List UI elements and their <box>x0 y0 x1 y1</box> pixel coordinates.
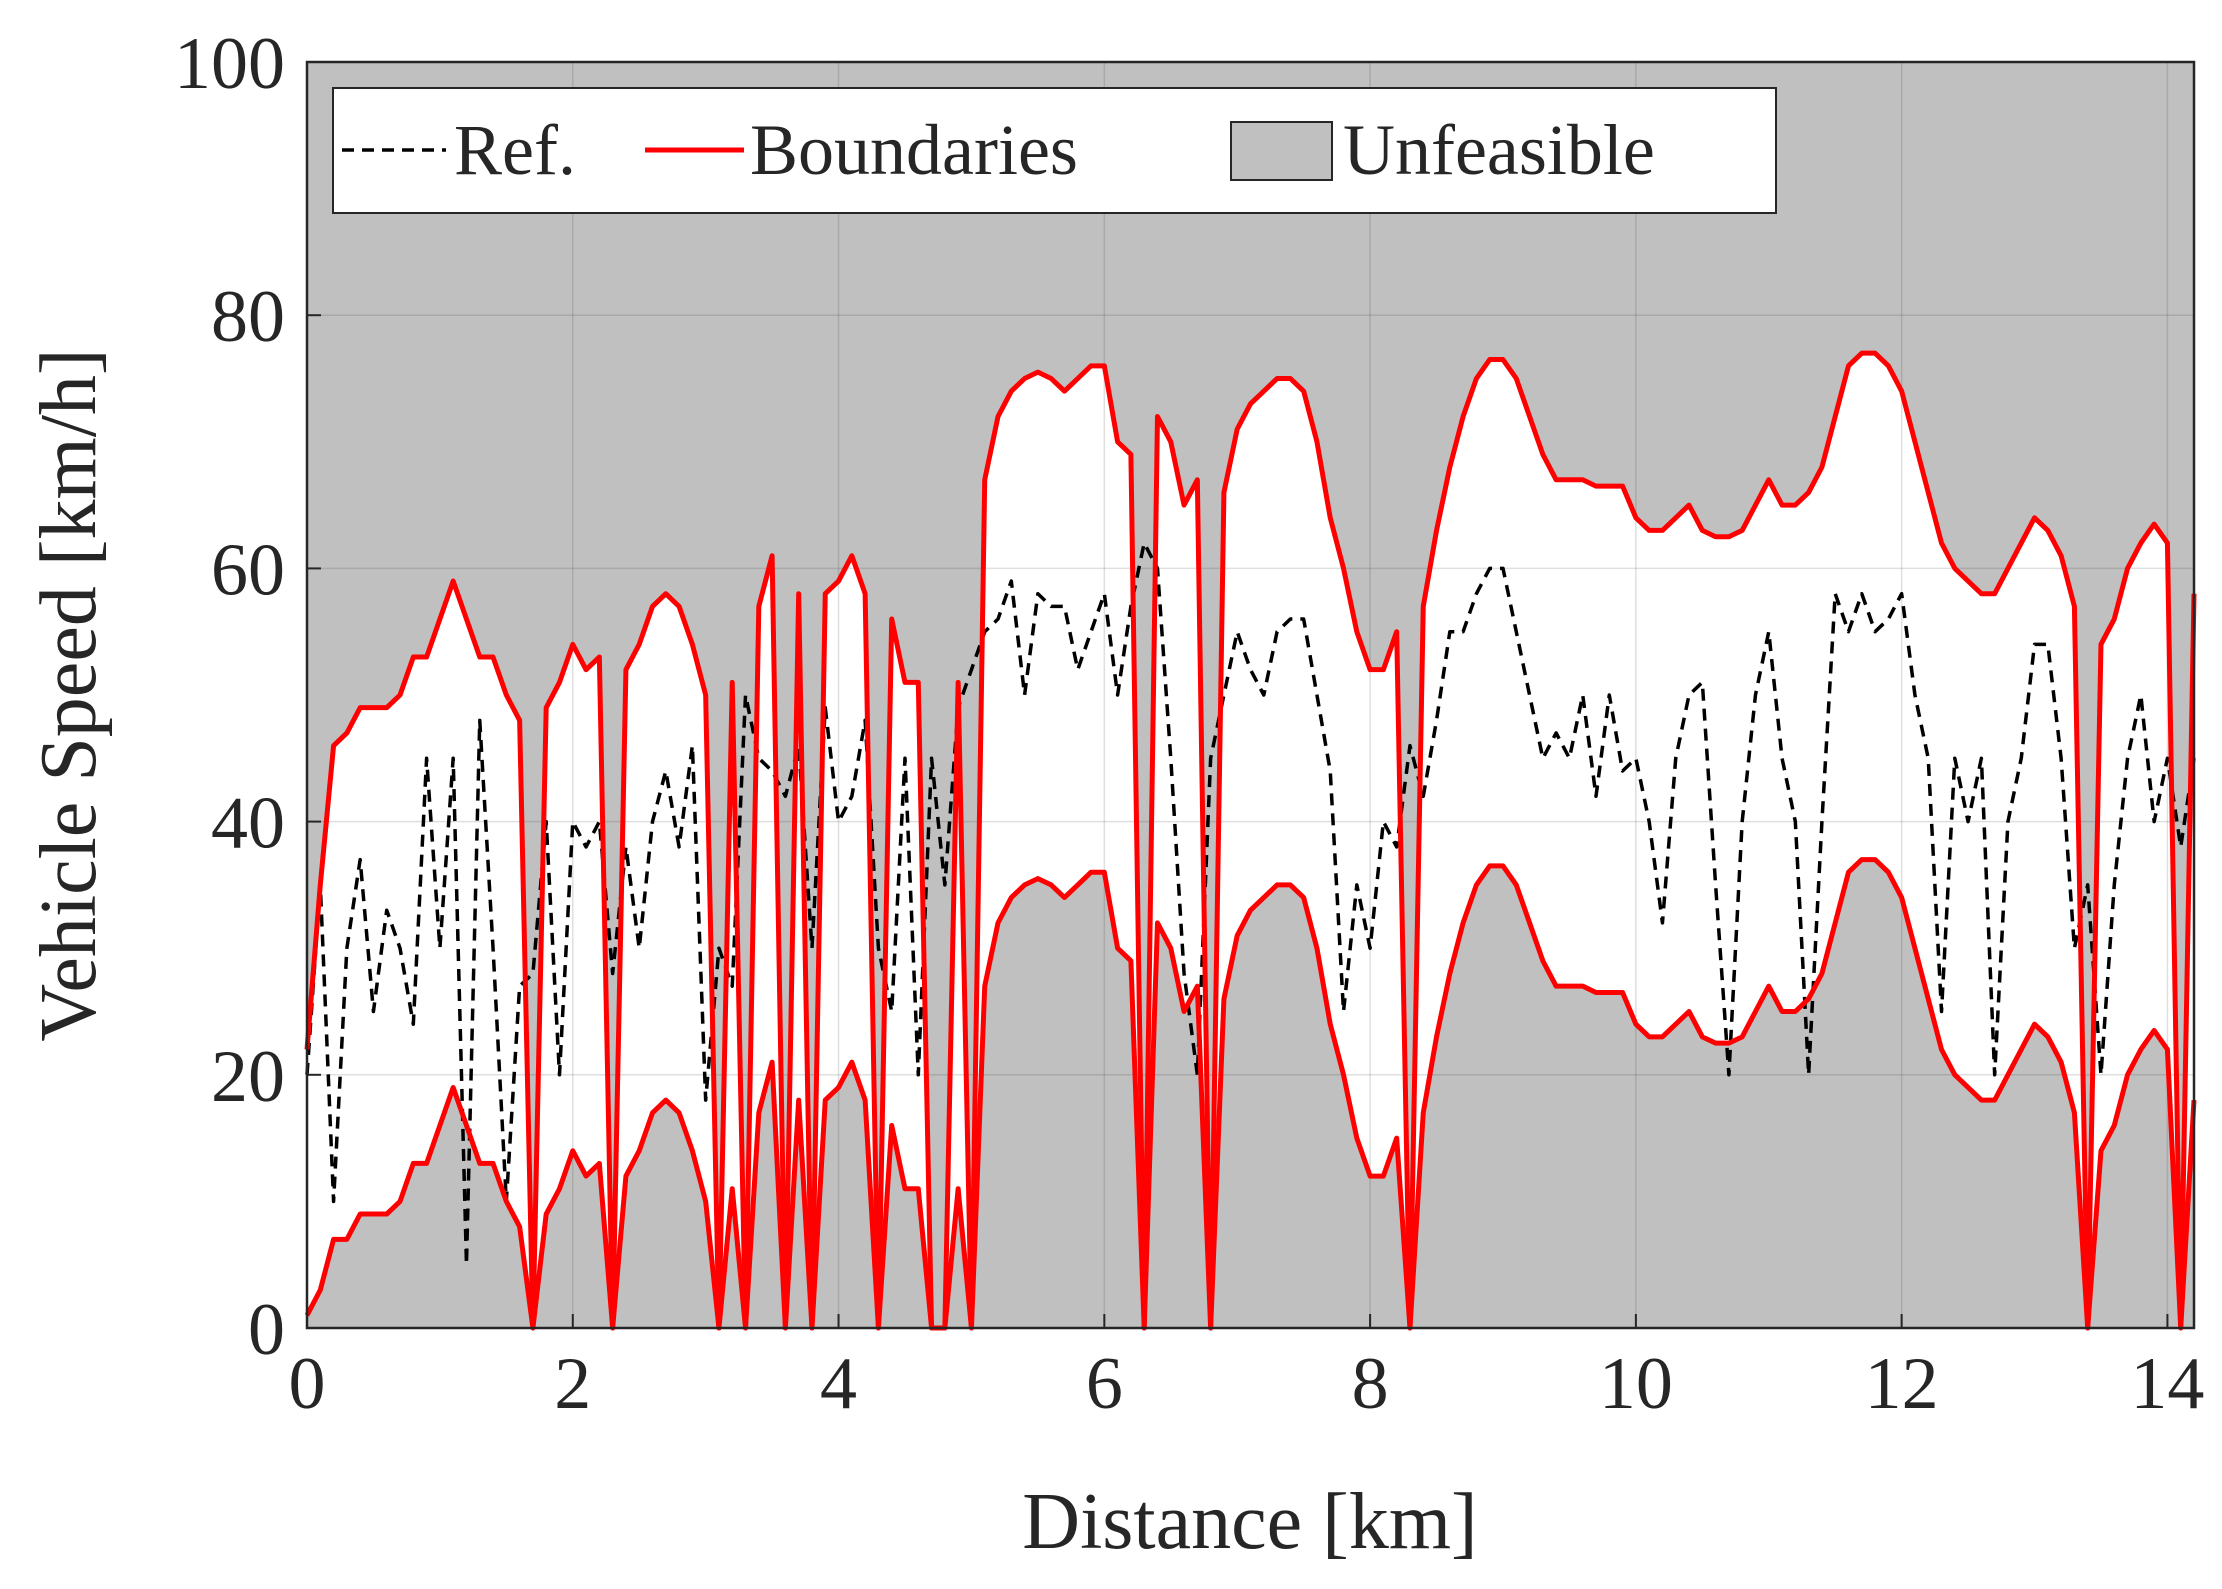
legend-label: Ref. <box>454 110 576 190</box>
legend-box <box>332 87 1777 214</box>
plot-frame <box>305 60 2196 1330</box>
legend-label: Unfeasible <box>1343 110 1655 190</box>
y-tick-label: 40 <box>211 783 285 865</box>
x-tick-label: 0 <box>289 1343 326 1425</box>
x-axis-label: Distance [km] <box>1022 1478 1477 1566</box>
x-tick-label: 2 <box>554 1343 591 1425</box>
upper-boundary <box>304 350 2197 1331</box>
y-tick-label: 80 <box>211 276 285 358</box>
y-axis-label: Vehicle Speed [km/h] <box>25 348 113 1041</box>
legend-label: Boundaries <box>750 110 1078 190</box>
legend-swatch <box>1230 121 1333 181</box>
x-tick-label: 10 <box>1599 1343 1673 1425</box>
lower-boundary <box>304 857 2197 1331</box>
x-tick-label: 14 <box>2130 1343 2204 1425</box>
y-tick-label: 0 <box>248 1289 285 1371</box>
y-tick-label: 100 <box>174 23 285 105</box>
x-tick-label: 12 <box>1865 1343 1939 1425</box>
y-tick-label: 60 <box>211 529 285 611</box>
x-tick-label: 4 <box>820 1343 857 1425</box>
x-tick-label: 6 <box>1086 1343 1123 1425</box>
y-tick-label: 20 <box>211 1036 285 1118</box>
x-tick-label: 8 <box>1352 1343 1389 1425</box>
